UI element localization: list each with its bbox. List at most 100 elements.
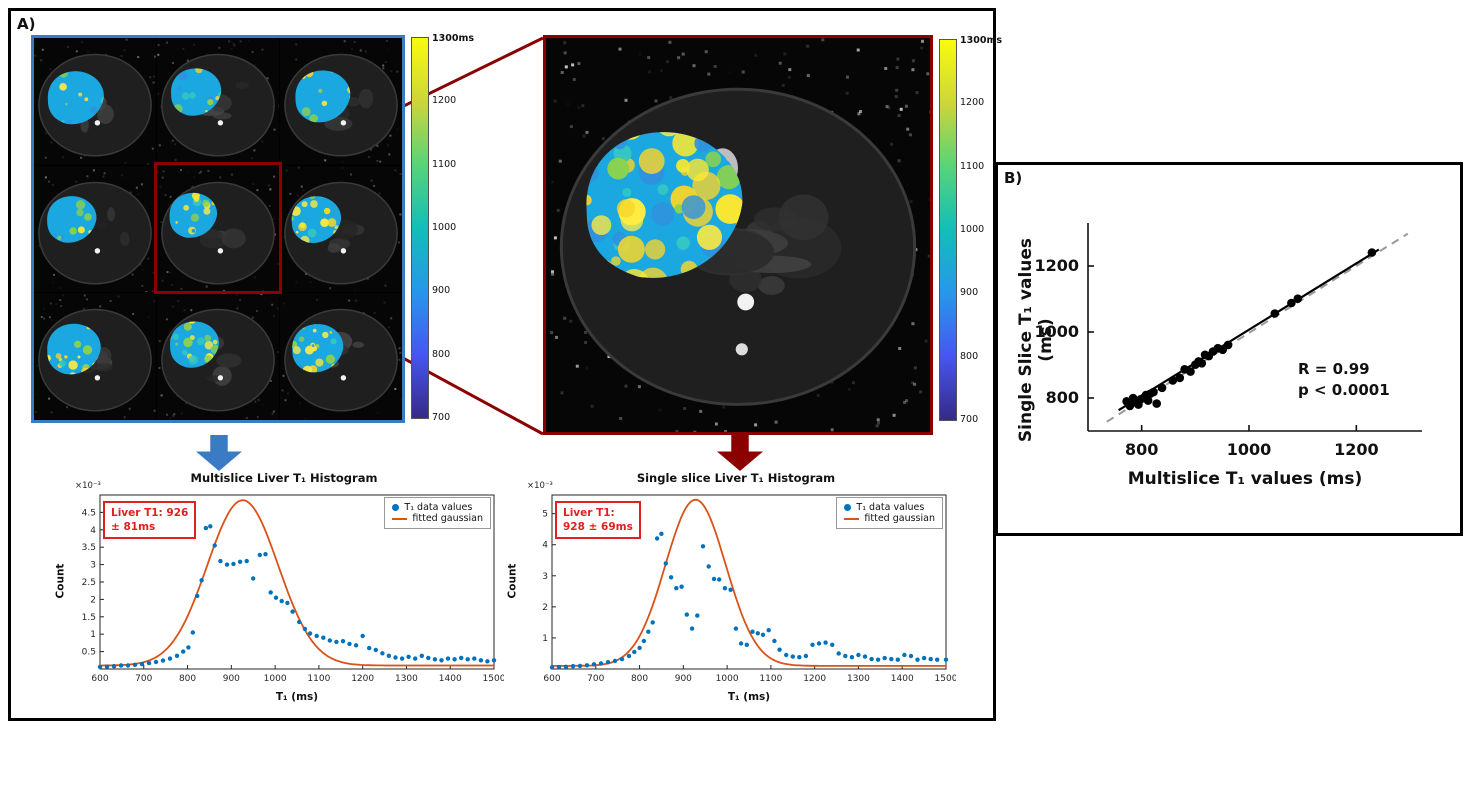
svg-text:1300: 1300 bbox=[395, 674, 418, 684]
selected-slice-highlight-box bbox=[154, 162, 282, 294]
svg-text:1100: 1100 bbox=[759, 674, 782, 684]
correlation-scatter-plot: 800 1000 1200 800 1000 1200 bbox=[1034, 223, 1422, 459]
svg-text:1200: 1200 bbox=[1034, 256, 1079, 275]
colorbar-tick-label: 700 bbox=[432, 412, 451, 423]
single-slice-histogram-block: Single slice Liver T₁ Histogram ×10⁻³ Co… bbox=[506, 471, 961, 709]
mri-slice-image bbox=[34, 165, 156, 293]
svg-text:1300: 1300 bbox=[847, 674, 870, 684]
annotation-line2: 928 ± 69ms bbox=[563, 521, 633, 534]
colorbar-tick-label: 700 bbox=[960, 414, 979, 425]
svg-text:1000: 1000 bbox=[264, 674, 287, 684]
gaussian-line-icon bbox=[844, 517, 860, 520]
mri-slice-image bbox=[280, 165, 402, 293]
svg-text:1000: 1000 bbox=[716, 674, 739, 684]
colorbar-tick-label: 1100 bbox=[960, 160, 985, 172]
svg-text:600: 600 bbox=[91, 674, 108, 684]
svg-text:700: 700 bbox=[135, 674, 152, 684]
single-slice-colorbar: 1300ms 1200 1100 1000 900 800 700 bbox=[939, 35, 1002, 425]
svg-text:1500: 1500 bbox=[935, 674, 956, 684]
svg-text:0.5: 0.5 bbox=[82, 648, 96, 658]
svg-text:3: 3 bbox=[90, 561, 96, 571]
x-axis-label: Multislice T₁ values (ms) bbox=[1127, 469, 1363, 489]
single-slice-histogram-title: Single slice Liver T₁ Histogram bbox=[636, 471, 836, 485]
mri-slice-image bbox=[157, 38, 279, 165]
mri-slice-1 bbox=[34, 38, 156, 165]
liver-t1-annotation: Liver T1: 928 ± 69ms bbox=[555, 501, 641, 540]
mri-slice-6 bbox=[280, 165, 402, 293]
svg-text:700: 700 bbox=[587, 674, 604, 684]
x-axis-label: T₁ (ms) bbox=[275, 691, 319, 703]
red-down-arrow bbox=[717, 435, 763, 471]
mri-slice-image bbox=[546, 38, 930, 432]
mri-slice-3 bbox=[280, 38, 402, 165]
panel-b: B) Single Slice T₁ values (ms) 800 1000 12… bbox=[995, 162, 1463, 536]
legend-label-fit: fitted gaussian bbox=[864, 513, 935, 524]
multislice-colorbar: 1300ms 1200 1100 1000 900 800 700 bbox=[411, 33, 474, 423]
mri-slice-image bbox=[157, 293, 279, 420]
data-values-marker-icon bbox=[844, 504, 852, 511]
svg-text:2: 2 bbox=[542, 603, 548, 613]
legend-label-data: T₁ data values bbox=[856, 502, 925, 513]
svg-text:2.5: 2.5 bbox=[82, 578, 96, 588]
mri-slice-image bbox=[34, 38, 156, 165]
legend: T₁ data values fitted gaussian bbox=[836, 497, 943, 529]
single-slice-t1-map bbox=[543, 35, 933, 435]
mri-slice-image bbox=[280, 38, 402, 165]
svg-text:900: 900 bbox=[675, 674, 692, 684]
colorbar-max-label: 1300ms bbox=[960, 35, 1002, 46]
svg-text:600: 600 bbox=[543, 674, 560, 684]
multislice-histogram-title: Multislice Liver T₁ Histogram bbox=[190, 471, 378, 485]
colorbar-tick-label: 900 bbox=[960, 287, 979, 299]
svg-text:800: 800 bbox=[631, 674, 648, 684]
svg-text:900: 900 bbox=[223, 674, 240, 684]
svg-text:1200: 1200 bbox=[803, 674, 826, 684]
mri-slice-image bbox=[157, 165, 279, 293]
p-value: p < 0.0001 bbox=[1298, 381, 1390, 399]
svg-text:1400: 1400 bbox=[439, 674, 462, 684]
blue-down-arrow bbox=[196, 435, 242, 471]
data-values-marker-icon bbox=[392, 504, 400, 511]
svg-text:1400: 1400 bbox=[891, 674, 914, 684]
svg-text:2: 2 bbox=[90, 595, 96, 605]
mri-slice-image bbox=[280, 293, 402, 420]
x-axis-label: T₁ (ms) bbox=[727, 691, 771, 703]
colorbar-tick-label: 1000 bbox=[432, 222, 457, 233]
colorbar-max-label: 1300ms bbox=[432, 33, 474, 44]
mri-slice-4 bbox=[34, 165, 156, 293]
colorbar-tick-label: 1000 bbox=[960, 224, 985, 235]
svg-text:1: 1 bbox=[90, 630, 96, 640]
y-scale-exponent-label: ×10⁻³ bbox=[75, 481, 101, 491]
mri-slice-5 bbox=[157, 165, 279, 293]
mri-slice-8 bbox=[157, 293, 279, 420]
svg-text:800: 800 bbox=[179, 674, 196, 684]
svg-text:1100: 1100 bbox=[307, 674, 330, 684]
legend-label-data: T₁ data values bbox=[404, 502, 473, 513]
mri-slice-image bbox=[34, 293, 156, 420]
single-slice-image bbox=[546, 38, 930, 432]
svg-text:800: 800 bbox=[1125, 440, 1158, 459]
mri-slice-7 bbox=[34, 293, 156, 420]
colorbar-tick-label: 1100 bbox=[432, 158, 457, 170]
colorbar-tick-label: 1200 bbox=[432, 95, 457, 107]
gaussian-line-icon bbox=[392, 517, 408, 520]
svg-text:1500: 1500 bbox=[483, 674, 504, 684]
correlation-stats-annotation: R = 0.99 p < 0.0001 bbox=[1298, 359, 1390, 401]
mri-slice-9 bbox=[280, 293, 402, 420]
svg-text:5: 5 bbox=[542, 510, 548, 520]
multislice-histogram-block: Multislice Liver T₁ Histogram ×10⁻³ Coun… bbox=[54, 471, 509, 709]
multislice-histogram-plot: 600 700 800 900 1000 1100 1200 1300 1400 1500 0.5 1… bbox=[82, 494, 504, 684]
svg-text:4: 4 bbox=[90, 526, 96, 536]
svg-text:3: 3 bbox=[542, 572, 548, 582]
colorbar-tick-label: 1200 bbox=[960, 97, 985, 109]
svg-text:1000: 1000 bbox=[1227, 440, 1272, 459]
svg-text:800: 800 bbox=[1046, 388, 1079, 407]
mri-slice-2 bbox=[157, 38, 279, 165]
annotation-line1: Liver T1: 926 bbox=[111, 507, 189, 519]
svg-text:3.5: 3.5 bbox=[82, 543, 96, 553]
svg-text:1: 1 bbox=[542, 634, 548, 644]
colorbar-tick-label: 900 bbox=[432, 285, 451, 297]
annotation-line2: ± 81ms bbox=[111, 521, 156, 534]
panel-a: A) 1300ms 1200 1100 1000 900 800 700 1300ms 120… bbox=[8, 8, 1002, 721]
legend-label-fit: fitted gaussian bbox=[412, 513, 483, 524]
